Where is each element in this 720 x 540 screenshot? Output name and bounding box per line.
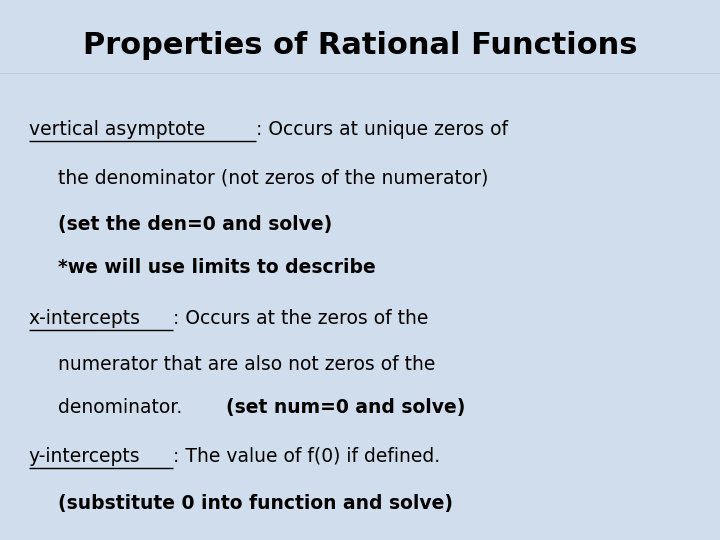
Text: Properties of Rational Functions: Properties of Rational Functions <box>83 31 637 60</box>
Text: y-intercepts: y-intercepts <box>29 447 140 466</box>
Text: denominator.: denominator. <box>58 398 188 417</box>
Text: : The value of f(0) if defined.: : The value of f(0) if defined. <box>173 447 440 466</box>
Text: (set the den=0 and solve): (set the den=0 and solve) <box>58 214 332 234</box>
Text: the denominator (not zeros of the numerator): the denominator (not zeros of the numera… <box>58 168 488 188</box>
Text: vertical asymptote: vertical asymptote <box>29 120 205 139</box>
Text: (substitute 0 into function and solve): (substitute 0 into function and solve) <box>58 494 453 513</box>
Text: (set num=0 and solve): (set num=0 and solve) <box>225 398 465 417</box>
Text: *we will use limits to describe: *we will use limits to describe <box>58 258 375 277</box>
Text: : Occurs at the zeros of the: : Occurs at the zeros of the <box>174 309 428 328</box>
Text: x-intercepts: x-intercepts <box>29 309 141 328</box>
Text: : Occurs at unique zeros of: : Occurs at unique zeros of <box>256 120 508 139</box>
Text: numerator that are also not zeros of the: numerator that are also not zeros of the <box>58 355 435 374</box>
